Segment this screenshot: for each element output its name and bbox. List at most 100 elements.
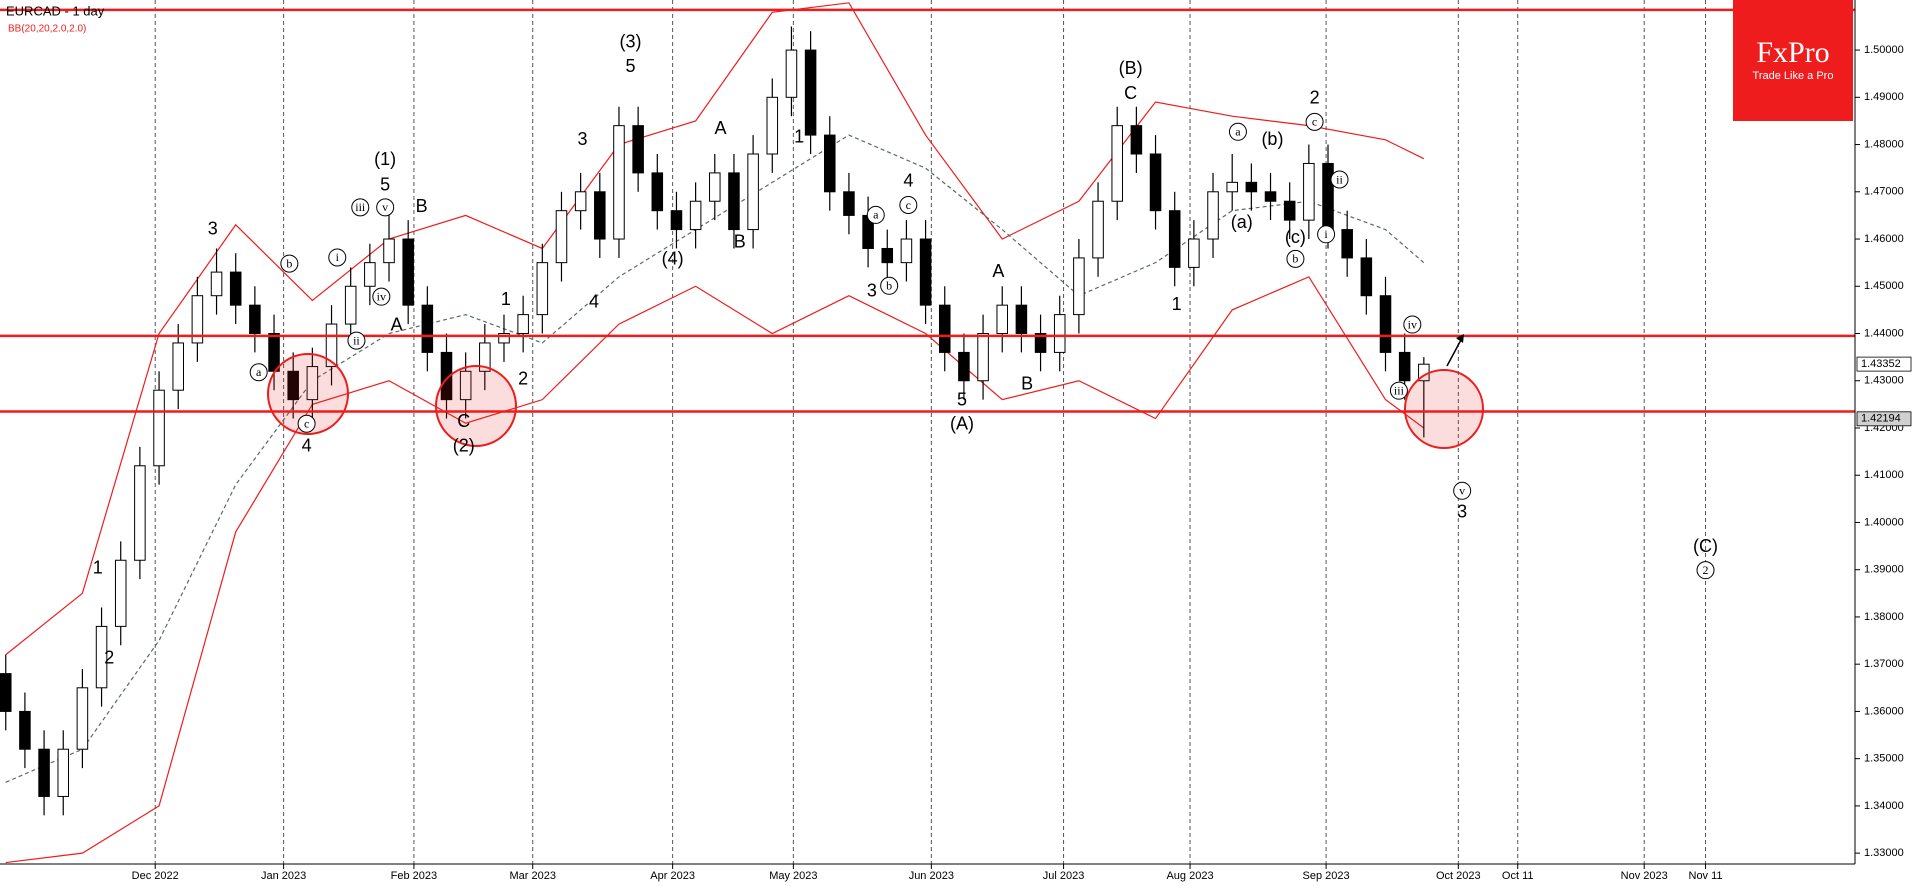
candle-body xyxy=(785,49,798,98)
candle-body xyxy=(689,200,702,231)
wave-label: 5 xyxy=(380,174,390,194)
x-tick-label: May 2023 xyxy=(769,870,817,882)
wave-label: A xyxy=(992,261,1004,281)
wave-label: 4 xyxy=(589,292,599,312)
wave-label: 1 xyxy=(93,558,103,578)
arrow-head xyxy=(1456,334,1464,343)
candle-body xyxy=(574,191,587,212)
y-tick-label: 1.44000 xyxy=(1864,327,1904,339)
candle-body xyxy=(0,673,12,712)
wave-label: (2) xyxy=(453,436,475,456)
brand-name: FxPro xyxy=(1756,36,1829,69)
y-tick-label: 1.48000 xyxy=(1864,138,1904,150)
candle-body xyxy=(134,465,146,561)
candle-body xyxy=(229,271,242,306)
x-tick-label: Jul 2023 xyxy=(1043,870,1085,882)
x-tick-label: Oct 2023 xyxy=(1436,870,1481,882)
wave-label: iii xyxy=(1394,383,1405,397)
brand-tagline: Trade Like a Pro xyxy=(1753,70,1834,82)
candle-body xyxy=(958,351,970,382)
candle-body xyxy=(191,295,204,344)
y-tick-label: 1.46000 xyxy=(1864,233,1904,245)
annotation-circle xyxy=(1330,170,1349,189)
wave-label: A xyxy=(391,315,403,335)
wave-label: ii xyxy=(1336,172,1343,186)
candle-body xyxy=(1168,210,1181,268)
candle-body xyxy=(76,687,89,750)
wave-label: C xyxy=(1124,83,1137,103)
annotation-circle xyxy=(351,198,370,217)
wave-label: 4 xyxy=(903,171,913,191)
annotation-circle xyxy=(328,248,347,267)
projection-arrow xyxy=(1446,337,1463,367)
annotation-circle xyxy=(249,363,268,382)
candle-body xyxy=(1188,238,1200,268)
candle-body xyxy=(364,262,376,287)
candle-body xyxy=(670,210,683,231)
wave-label: 2 xyxy=(1310,87,1320,107)
candle-body xyxy=(1207,191,1219,240)
wave-label: 3 xyxy=(208,218,218,238)
candle-body xyxy=(632,125,644,174)
wave-label: 3 xyxy=(578,129,588,149)
annotation-circle xyxy=(1286,249,1305,268)
wave-label: (A) xyxy=(950,413,974,433)
candle-body xyxy=(421,304,434,353)
candle-body xyxy=(268,333,280,372)
candle-body xyxy=(977,333,989,382)
wave-label: A xyxy=(715,118,727,138)
candle-body xyxy=(1226,181,1238,193)
wave-label: 5 xyxy=(625,56,635,76)
y-tick-label: 1.35000 xyxy=(1864,753,1904,765)
wave-label: (B) xyxy=(1119,58,1143,78)
candle-body xyxy=(1015,304,1028,335)
candle-body xyxy=(996,304,1009,335)
candle-body xyxy=(1149,153,1162,212)
wave-label: (4) xyxy=(662,249,684,269)
candle-body xyxy=(1264,191,1277,202)
annotation-circle xyxy=(1305,112,1324,131)
wave-label: 2 xyxy=(1703,563,1709,577)
candle-body xyxy=(38,748,50,797)
x-tick-label: Dec 2022 xyxy=(132,870,179,882)
x-tick-label: Feb 2023 xyxy=(391,870,437,882)
y-tick-label: 1.49000 xyxy=(1864,91,1904,103)
wave-label: 3 xyxy=(1457,501,1467,521)
candle-body xyxy=(613,125,625,240)
annotation-circle xyxy=(1696,561,1715,580)
x-tick-label: Aug 2023 xyxy=(1166,870,1213,882)
x-tick-label: Oct 11 xyxy=(1502,870,1534,882)
y-tick-label: 1.47000 xyxy=(1864,186,1904,198)
y-tick-label: 1.40000 xyxy=(1864,516,1904,528)
wave-label: (3) xyxy=(619,31,641,51)
candle-body xyxy=(900,238,913,264)
wave-label: 3 xyxy=(867,281,877,301)
brand-box xyxy=(1733,0,1853,121)
candle-body xyxy=(306,366,319,401)
bollinger-upper xyxy=(5,2,1425,656)
wave-label: 2 xyxy=(518,369,528,389)
candle-body xyxy=(747,153,759,231)
candle-body xyxy=(153,389,165,467)
wave-label: iii xyxy=(355,200,366,214)
wave-label: 2 xyxy=(104,648,114,668)
price-label-box xyxy=(1856,356,1912,372)
wave-label: iv xyxy=(1408,317,1417,331)
wave-label: b xyxy=(886,279,892,293)
candle-body xyxy=(1034,333,1047,353)
y-tick-label: 1.45000 xyxy=(1864,280,1904,292)
wave-label: (b) xyxy=(1261,129,1283,149)
candle-body xyxy=(210,271,223,297)
price-label: 1.43352 xyxy=(1861,358,1901,370)
annotation-circle xyxy=(372,287,391,306)
wave-label: b xyxy=(286,256,292,270)
candle-body xyxy=(919,238,932,306)
candle-body xyxy=(1379,295,1392,353)
annotation-circle xyxy=(297,414,316,433)
wave-label: 1 xyxy=(1172,294,1182,314)
candle-body xyxy=(536,262,549,316)
y-tick-label: 1.37000 xyxy=(1864,658,1904,670)
candle-body xyxy=(249,304,261,335)
x-tick-label: Apr 2023 xyxy=(650,870,695,882)
